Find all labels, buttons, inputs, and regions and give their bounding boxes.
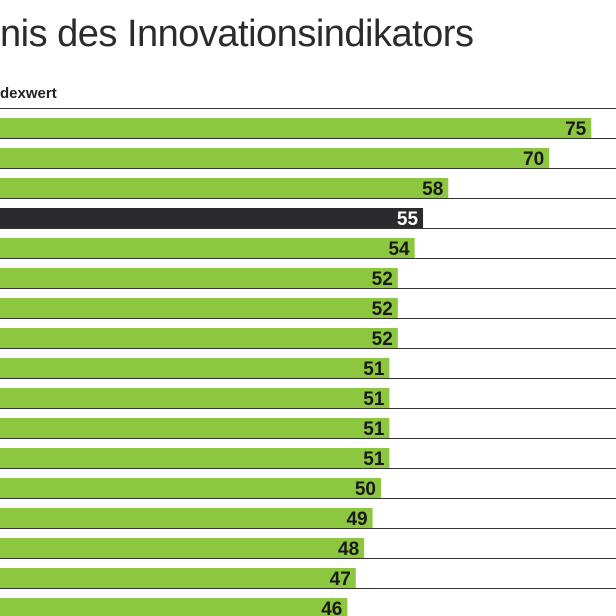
chart-title: nis des Innovationsindikators bbox=[0, 13, 474, 55]
bar-value-label: 52 bbox=[372, 269, 393, 290]
bar bbox=[0, 148, 550, 168]
bar bbox=[0, 328, 398, 348]
bar bbox=[0, 418, 390, 438]
bar bbox=[0, 238, 415, 258]
bar-row: 48 bbox=[0, 538, 616, 560]
bar bbox=[0, 568, 356, 588]
bar-value-label: 75 bbox=[565, 119, 587, 140]
bar-row: 55 bbox=[0, 208, 616, 230]
bar-row: 51 bbox=[0, 388, 616, 410]
bar-row: 58 bbox=[0, 178, 616, 200]
bar-value-label: 51 bbox=[363, 359, 385, 380]
bar bbox=[0, 178, 449, 198]
bar-value-label: 50 bbox=[355, 479, 376, 500]
bar-value-label: 47 bbox=[330, 569, 351, 590]
bar-value-label: 55 bbox=[397, 209, 419, 230]
bar-value-label: 46 bbox=[321, 599, 342, 616]
value-axis-label: dexwert bbox=[0, 85, 57, 102]
bar-row: 51 bbox=[0, 358, 616, 380]
bar-value-label: 58 bbox=[422, 179, 443, 200]
bar-value-label: 51 bbox=[363, 389, 385, 410]
bar-row: 54 bbox=[0, 238, 616, 260]
bar bbox=[0, 358, 390, 378]
bar-value-label: 70 bbox=[523, 149, 544, 170]
bar-value-label: 48 bbox=[338, 539, 359, 560]
bar-row: 52 bbox=[0, 298, 616, 320]
bar-highlighted bbox=[0, 208, 424, 228]
bar-value-label: 54 bbox=[388, 239, 410, 260]
bar bbox=[0, 268, 398, 288]
bar-row: 51 bbox=[0, 418, 616, 440]
bar-row: 46 bbox=[0, 598, 348, 616]
bar-value-label: 49 bbox=[346, 509, 367, 530]
bar bbox=[0, 388, 390, 408]
bar bbox=[0, 478, 381, 498]
bar-row: 52 bbox=[0, 268, 616, 290]
bar-value-label: 51 bbox=[363, 449, 385, 470]
bar bbox=[0, 598, 348, 616]
bar-value-label: 52 bbox=[372, 329, 393, 350]
bar bbox=[0, 118, 592, 138]
bar-row: 49 bbox=[0, 508, 616, 530]
bar-row: 51 bbox=[0, 448, 616, 470]
bar-value-label: 51 bbox=[363, 419, 385, 440]
bar bbox=[0, 448, 390, 468]
bar-row: 50 bbox=[0, 478, 616, 500]
bar bbox=[0, 508, 373, 528]
bar-row: 70 bbox=[0, 148, 616, 170]
bar bbox=[0, 538, 365, 558]
bar-row: 75 bbox=[0, 118, 616, 140]
bar-row: 47 bbox=[0, 568, 616, 590]
bar-value-label: 52 bbox=[372, 299, 393, 320]
bar-row: 52 bbox=[0, 328, 616, 350]
bar bbox=[0, 298, 398, 318]
